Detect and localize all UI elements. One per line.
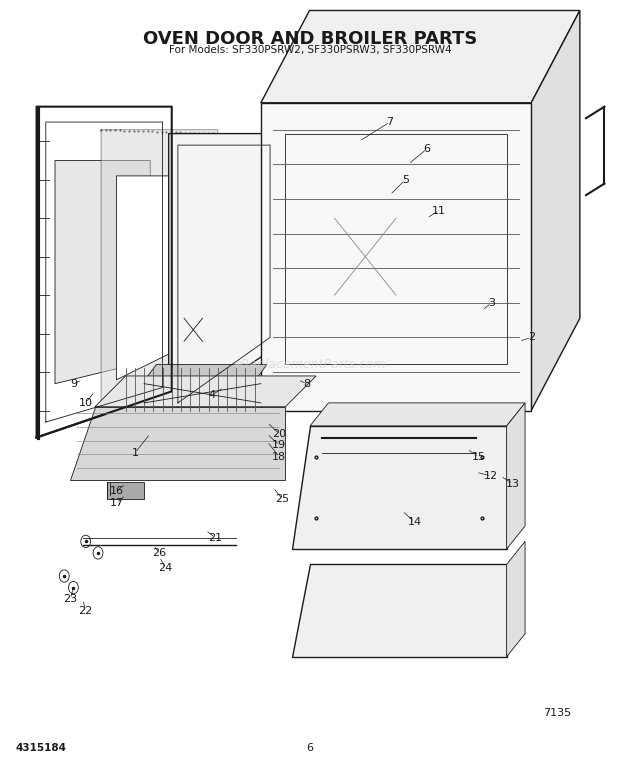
Point (138, 125, 148, 137)
Point (194, 351, 204, 363)
Text: 18: 18 (272, 452, 286, 462)
Text: 13: 13 (506, 479, 520, 489)
Point (143, 375, 153, 388)
Polygon shape (310, 403, 525, 426)
Point (175, 360, 185, 373)
Text: eReplacementParts.com: eReplacementParts.com (234, 358, 386, 371)
Polygon shape (291, 426, 507, 549)
Point (143, 125, 153, 137)
Polygon shape (55, 160, 150, 384)
Text: 22: 22 (79, 605, 93, 615)
Point (120, 124, 130, 136)
Point (133, 125, 143, 137)
Point (129, 125, 139, 137)
Point (166, 126, 176, 138)
Text: 20: 20 (272, 429, 286, 439)
Point (203, 347, 213, 360)
Polygon shape (291, 564, 507, 656)
Point (166, 364, 176, 377)
Point (129, 381, 139, 394)
Point (152, 126, 162, 138)
Polygon shape (531, 11, 580, 411)
Point (115, 388, 125, 401)
Polygon shape (507, 403, 525, 549)
Text: 25: 25 (275, 494, 290, 504)
Point (199, 127, 209, 140)
Point (120, 386, 130, 398)
Point (157, 369, 167, 381)
Text: For Models: SF330PSRW2, SF330PSRW3, SF330PSRW4: For Models: SF330PSRW2, SF330PSRW3, SF33… (169, 45, 451, 55)
Point (124, 384, 134, 396)
Point (133, 380, 143, 392)
Text: OVEN DOOR AND BROILER PARTS: OVEN DOOR AND BROILER PARTS (143, 29, 477, 48)
Point (110, 124, 120, 136)
Point (96, 123, 106, 136)
Point (148, 126, 157, 138)
Point (161, 126, 171, 138)
Polygon shape (261, 103, 531, 411)
Text: 16: 16 (110, 487, 123, 496)
Point (115, 124, 125, 136)
Point (148, 373, 157, 385)
Point (185, 126, 195, 139)
Text: 1: 1 (131, 448, 138, 458)
Point (199, 350, 209, 362)
Point (171, 126, 181, 139)
Text: 5: 5 (402, 174, 409, 184)
Text: 6: 6 (423, 144, 430, 154)
Text: 19: 19 (272, 440, 286, 450)
Point (203, 127, 213, 140)
Polygon shape (101, 129, 218, 403)
Point (180, 126, 190, 139)
Bar (285, 133, 507, 364)
Text: 9: 9 (70, 379, 77, 388)
Text: 17: 17 (109, 498, 123, 508)
Text: 3: 3 (488, 298, 495, 308)
Point (208, 127, 218, 140)
Point (161, 367, 171, 379)
Text: 7: 7 (386, 117, 394, 127)
Point (190, 353, 200, 366)
Point (194, 127, 204, 140)
Text: 15: 15 (472, 452, 486, 462)
Point (157, 126, 167, 138)
Polygon shape (70, 407, 285, 480)
Point (101, 124, 111, 136)
Text: 4: 4 (208, 390, 215, 400)
Point (101, 394, 111, 407)
Point (96, 397, 106, 409)
Point (171, 362, 181, 374)
Text: 11: 11 (432, 205, 446, 215)
Bar (107, 482, 144, 499)
Text: 8: 8 (303, 379, 311, 388)
Text: 6: 6 (306, 743, 314, 753)
Polygon shape (120, 364, 267, 415)
Text: 10: 10 (79, 398, 93, 408)
Point (152, 370, 162, 383)
Text: 14: 14 (407, 517, 422, 527)
Point (180, 358, 190, 370)
Polygon shape (169, 133, 273, 418)
Point (185, 356, 195, 368)
Point (190, 126, 200, 139)
Point (110, 391, 120, 403)
Polygon shape (261, 11, 580, 103)
Text: 24: 24 (159, 563, 173, 574)
Point (208, 345, 218, 357)
Text: 26: 26 (153, 548, 167, 558)
Text: 21: 21 (208, 532, 222, 542)
Text: 12: 12 (484, 471, 498, 481)
Point (175, 126, 185, 139)
Text: 2: 2 (528, 332, 535, 343)
Point (105, 124, 115, 136)
Text: 23: 23 (63, 594, 78, 604)
Text: 7135: 7135 (544, 708, 572, 718)
Point (138, 377, 148, 390)
Point (105, 392, 115, 405)
Polygon shape (117, 176, 203, 380)
Point (124, 125, 134, 137)
Polygon shape (95, 376, 316, 407)
Polygon shape (507, 542, 525, 656)
Text: 4315184: 4315184 (15, 743, 66, 753)
